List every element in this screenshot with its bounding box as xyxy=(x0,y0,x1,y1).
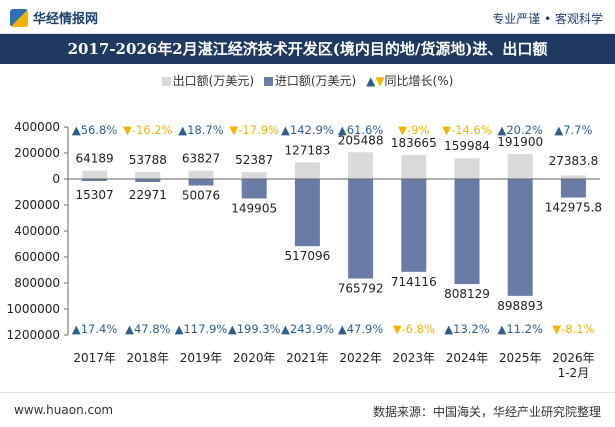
legend-export: 出口额(万美元) xyxy=(161,74,254,88)
x-tick-label: 1-2月 xyxy=(558,366,590,380)
x-tick-label: 2025年 xyxy=(499,351,542,365)
x-tick-label: 2019年 xyxy=(180,351,223,365)
x-tick-label: 2020年 xyxy=(233,351,276,365)
growth-label: ▲7.7% xyxy=(554,123,592,137)
y-tick-label: 1200000 xyxy=(7,328,60,342)
import-bar xyxy=(82,179,108,181)
x-tick-label: 2017年 xyxy=(73,351,116,365)
x-tick-label: 2023年 xyxy=(393,351,436,365)
top-bar: 华经情报网 专业严谨 • 客观科学 xyxy=(0,0,615,34)
growth-label: ▼-6.8% xyxy=(393,322,435,336)
growth-label: ▲17.4% xyxy=(72,322,117,336)
chart-canvas: 400000 200000 0 200000 400000 600000 800000 100… xyxy=(7,120,602,380)
footer: www.huaon.com 数据来源：中国海关，华经产业研究院整理 xyxy=(0,392,615,427)
export-bar xyxy=(401,155,427,179)
export-value-label: 205488 xyxy=(338,133,384,147)
import-bar xyxy=(507,179,533,296)
growth-label: ▲47.9% xyxy=(338,322,383,336)
legend-import: 进口额(万美元) xyxy=(263,74,356,88)
x-tick-label: 2022年 xyxy=(339,351,382,365)
y-tick-label: 0 xyxy=(52,172,60,186)
export-bar xyxy=(188,170,214,179)
growth-label: ▼-17.9% xyxy=(229,123,279,137)
import-bar xyxy=(241,179,267,199)
export-bar xyxy=(241,172,267,179)
footer-source: 数据来源：中国海关，华经产业研究院整理 xyxy=(372,405,601,419)
export-value-label: 64189 xyxy=(76,152,114,166)
logo-icon xyxy=(10,8,28,27)
export-value-label: 53788 xyxy=(129,153,167,167)
x-tick-label: 2021年 xyxy=(286,351,329,365)
import-value-label: 808129 xyxy=(444,287,490,301)
y-tick-label: 600000 xyxy=(14,250,60,264)
import-value-label: 898893 xyxy=(497,299,543,313)
growth-label: ▲18.7% xyxy=(178,123,223,137)
x-tick-label: 2026年 xyxy=(552,351,595,365)
import-value-label: 15307 xyxy=(76,188,114,202)
growth-label: ▲20.2% xyxy=(498,123,543,137)
chart-title: 2017-2026年2月湛江经济技术开发区(境内目的地/货源地)进、出口额 xyxy=(0,34,615,64)
growth-label: ▼-8.1% xyxy=(552,322,594,336)
import-bar xyxy=(188,179,214,186)
export-value-label: 52387 xyxy=(235,153,273,167)
legend-growth: ▲▼同比增长(%) xyxy=(366,74,454,88)
x-tick-label: 2024年 xyxy=(446,351,489,365)
growth-label: ▲61.6% xyxy=(338,123,383,137)
y-tick-label: 400000 xyxy=(14,120,60,134)
export-bar xyxy=(82,170,108,179)
import-value-label: 765792 xyxy=(338,282,384,296)
export-value-label: 183665 xyxy=(391,136,437,150)
growth-label: ▲199.3% xyxy=(228,322,281,336)
y-tick-label: 400000 xyxy=(14,224,60,238)
growth-label: ▲47.8% xyxy=(125,322,170,336)
export-bar xyxy=(294,162,320,179)
slogan: 专业严谨 • 客观科学 xyxy=(492,12,603,26)
import-bar xyxy=(401,179,427,272)
legend: 出口额(万美元) 进口额(万美元) ▲▼同比增长(%) xyxy=(0,72,615,89)
export-value-label: 191900 xyxy=(497,135,543,149)
growth-label: ▼-14.6% xyxy=(442,123,492,137)
export-value-label: 63827 xyxy=(182,152,220,166)
y-tick-label: 1000000 xyxy=(7,302,60,316)
x-tick-label: 2018年 xyxy=(127,351,170,365)
import-value-label: 22971 xyxy=(129,188,167,202)
export-bar xyxy=(135,172,161,179)
export-bar xyxy=(348,152,374,179)
export-value-label: 127183 xyxy=(284,143,330,157)
export-bar xyxy=(454,158,480,179)
import-bar xyxy=(348,179,374,279)
footer-url: www.huaon.com xyxy=(14,403,114,417)
growth-label: ▲142.9% xyxy=(281,123,334,137)
import-value-label: 142975.8 xyxy=(545,201,602,215)
export-value-label: 159984 xyxy=(444,139,490,153)
import-value-label: 517096 xyxy=(284,249,330,263)
logo-text: 华经情报网 xyxy=(33,12,99,27)
import-bar xyxy=(454,179,480,285)
export-bar xyxy=(507,154,533,179)
import-bar xyxy=(135,179,161,182)
logo: 华经情报网 xyxy=(10,8,98,27)
y-tick-label: 800000 xyxy=(14,276,60,290)
export-value-label: 27383.8 xyxy=(549,154,599,168)
import-value-label: 149905 xyxy=(231,201,277,215)
growth-label: ▲117.9% xyxy=(175,322,228,336)
growth-label: ▼-9% xyxy=(398,123,429,137)
y-tick-label: 200000 xyxy=(14,198,60,212)
import-bar xyxy=(560,179,586,198)
import-value-label: 50076 xyxy=(182,189,220,203)
y-tick-label: 200000 xyxy=(14,146,60,160)
growth-label: ▲11.2% xyxy=(498,322,543,336)
growth-label: ▲243.9% xyxy=(281,322,334,336)
import-bar xyxy=(294,179,320,247)
export-bar xyxy=(560,175,586,179)
growth-label: ▲56.8% xyxy=(72,123,117,137)
growth-label: ▼-16.2% xyxy=(123,123,173,137)
import-value-label: 714116 xyxy=(391,275,437,289)
growth-label: ▲13.2% xyxy=(444,322,489,336)
